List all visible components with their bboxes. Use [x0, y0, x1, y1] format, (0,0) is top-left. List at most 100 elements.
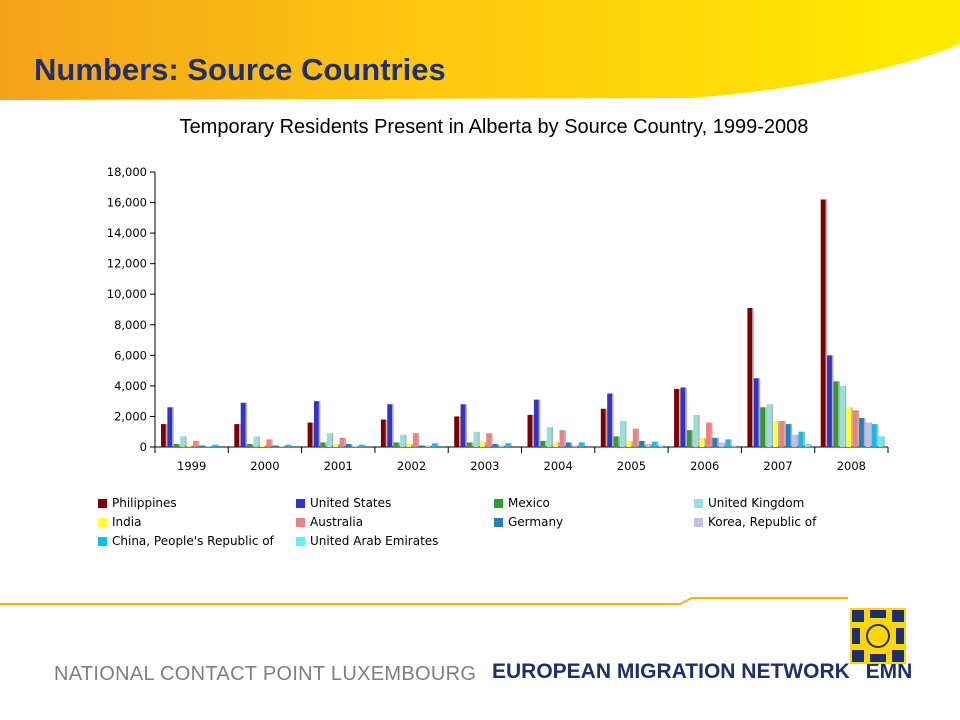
bar-shade — [210, 446, 213, 447]
legend-swatch — [296, 517, 305, 527]
bar-shade — [557, 442, 560, 447]
x-tick-label: 2003 — [470, 459, 499, 473]
bar-shade — [758, 378, 761, 447]
bar-shade — [245, 402, 248, 447]
bar-shade — [484, 442, 487, 447]
bar-china-people-s-republic-of-2003 — [505, 443, 511, 447]
bar-shade — [777, 421, 780, 447]
bar-shade — [312, 422, 314, 447]
bar-shade — [717, 437, 719, 447]
bar-mexico-2006 — [686, 430, 692, 447]
bar-shade — [185, 436, 187, 447]
bar-india-2006 — [699, 437, 705, 447]
bar-united-kingdom-2006 — [693, 414, 699, 447]
x-tick-label: 2006 — [690, 459, 719, 473]
bar-philippines-2007 — [747, 307, 753, 447]
y-tick-label: 4,000 — [114, 379, 147, 393]
bar-shade — [790, 424, 793, 447]
bar-shade — [363, 444, 366, 447]
bar-united-kingdom-2005 — [620, 421, 625, 447]
bar-shade — [730, 439, 732, 447]
bar-australia-2001 — [339, 437, 345, 447]
legend-item: India — [98, 513, 141, 531]
x-tick-label: 1999 — [177, 459, 206, 473]
bar-shade — [532, 414, 534, 447]
bar-germany-2002 — [419, 445, 425, 447]
bar-mexico-2001 — [320, 442, 326, 447]
legend-item: Philippines — [98, 494, 177, 512]
footer-divider — [0, 597, 848, 605]
bars — [161, 199, 885, 447]
bar-mexico-2004 — [540, 440, 546, 447]
bar-mexico-2003 — [467, 442, 472, 447]
bar-philippines-2008 — [820, 199, 826, 447]
bar-shade — [491, 433, 493, 447]
bar-shade — [258, 436, 260, 447]
bar-shade — [424, 445, 426, 447]
bar-shade — [863, 417, 866, 447]
legend-swatch — [694, 498, 703, 508]
x-tick-label: 2000 — [250, 459, 279, 473]
bar-shade — [644, 440, 646, 447]
legend-label: Philippines — [112, 496, 177, 510]
legend: Philippines United States Mexico United Kin… — [98, 494, 898, 558]
bar-china-people-s-republic-of-2008 — [871, 424, 877, 447]
bar-united-states-2002 — [387, 404, 393, 447]
bar-shade — [551, 427, 554, 447]
bar-india-2001 — [333, 443, 338, 447]
bar-united-states-2000 — [240, 402, 246, 447]
bar-philippines-2005 — [600, 408, 606, 447]
bar-shade — [503, 445, 506, 447]
legend-item: Korea, Republic of — [694, 513, 816, 531]
bar-united-arab-emirates-2005 — [658, 445, 664, 447]
legend-label: United Arab Emirates — [310, 534, 439, 548]
bar-united-kingdom-2001 — [326, 433, 332, 447]
bar-australia-2004 — [559, 430, 565, 447]
footer-emn-abbr: EMN — [865, 660, 913, 683]
bar-chart: 0 2,000 4,000 6,000 8,000 10,000 12,000 14,000 1… — [107, 165, 889, 473]
bar-shade — [691, 430, 694, 447]
legend-label: Mexico — [508, 496, 550, 510]
legend-swatch — [98, 517, 107, 527]
legend-label: United Kingdom — [708, 496, 805, 510]
bar-shade — [404, 434, 407, 447]
bar-shade — [637, 428, 640, 447]
x-tick-label: 2005 — [617, 459, 646, 473]
bar-korea-republic-of-2000 — [279, 446, 284, 447]
bar-shade — [283, 446, 286, 447]
bar-australia-2003 — [486, 433, 491, 447]
bar-shade — [825, 199, 828, 447]
footer-ncp-text: NATIONAL CONTACT POINT LUXEMBOURG — [54, 663, 477, 685]
bar-shade — [577, 445, 579, 447]
legend-item: United Kingdom — [694, 494, 804, 512]
bar-mexico-2002 — [393, 442, 399, 447]
bar-shade — [857, 410, 860, 447]
bar-korea-republic-of-2002 — [425, 445, 431, 447]
bar-shade — [204, 445, 206, 447]
y-tick-label: 18,000 — [107, 165, 147, 179]
bar-united-kingdom-2000 — [253, 436, 259, 447]
bar-shade — [465, 404, 467, 447]
bar-shade — [624, 421, 627, 447]
bar-united-arab-emirates-2006 — [731, 445, 737, 447]
bar-shade — [612, 393, 614, 447]
bar-shade — [545, 440, 547, 447]
bar-shade — [172, 407, 174, 447]
legend-swatch — [494, 498, 503, 508]
bar-united-kingdom-1999 — [180, 436, 185, 447]
bar-shade — [398, 442, 401, 447]
legend-swatch — [296, 536, 305, 546]
bar-germany-2001 — [346, 443, 351, 447]
bar-india-2007 — [773, 421, 778, 447]
bar-korea-republic-of-2001 — [352, 446, 358, 447]
legend-item: United States — [296, 494, 391, 512]
bar-shade — [510, 443, 512, 447]
bar-china-people-s-republic-of-2006 — [725, 439, 731, 447]
x-tick-label: 2001 — [324, 459, 353, 473]
bar-shade — [710, 422, 713, 447]
bar-shade — [430, 445, 433, 447]
legend-swatch — [98, 536, 107, 546]
bar-korea-republic-of-2005 — [645, 443, 651, 447]
bar-shade — [752, 307, 754, 447]
y-tick-label: 16,000 — [107, 196, 147, 210]
